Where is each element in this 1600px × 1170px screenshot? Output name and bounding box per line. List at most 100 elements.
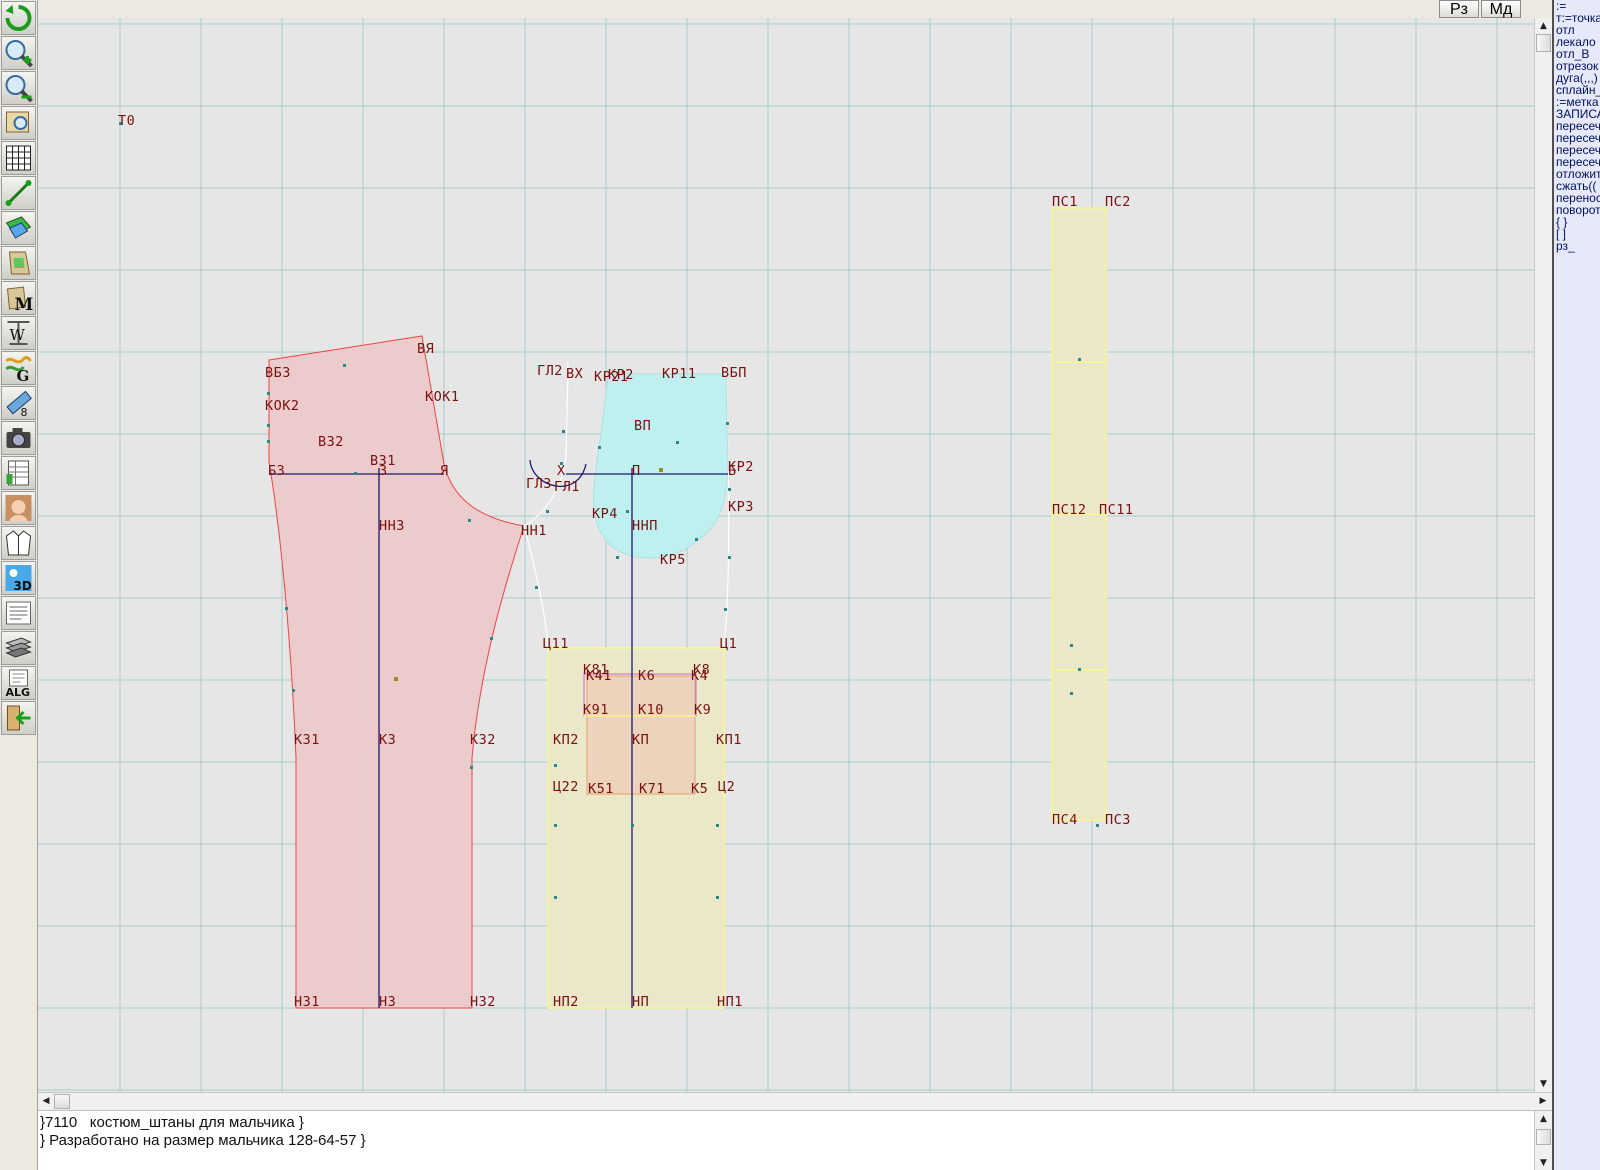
command-item[interactable]: пересеч [1556, 131, 1600, 145]
label-bya: ВЯ [417, 341, 434, 357]
label-ps1: ПС1 [1052, 194, 1078, 210]
line-tool-button[interactable] [1, 176, 36, 210]
alg-button[interactable]: ALG [1, 666, 36, 700]
console-line-2: } Разработано на размер мальчика 128-64-… [40, 1132, 366, 1149]
w-tool-icon: W [7, 321, 30, 345]
scroll-up-icon[interactable]: ▲ [1540, 21, 1547, 31]
console-scroll-thumb[interactable] [1536, 1129, 1551, 1145]
script-console[interactable]: }7110 костюм_штаны для мальчика } } Разр… [38, 1110, 1552, 1170]
label-kp2: КР2 [608, 367, 634, 383]
zoom-area-button[interactable] [1, 106, 36, 140]
label-ps11: ПС11 [1099, 502, 1134, 518]
md-button[interactable]: Мд [1481, 0, 1521, 18]
m-tool-button[interactable]: M [1, 281, 36, 315]
command-item[interactable]: т:=точка [1556, 11, 1600, 25]
command-item[interactable]: пересеч [1556, 119, 1600, 133]
text-doc-button[interactable] [1, 596, 36, 630]
command-item[interactable]: перенос [1556, 191, 1600, 205]
label-ps12: ПС12 [1052, 502, 1087, 518]
undo-button[interactable] [1, 1, 36, 35]
label-k71: К71 [639, 781, 665, 797]
command-panel: := т:=точка отл лекало отл_В отрезок дуг… [1552, 0, 1600, 1170]
command-item[interactable]: сжать(( [1556, 179, 1597, 193]
console-scroll-up-icon[interactable]: ▲ [1540, 1114, 1547, 1124]
zoom-in-button[interactable] [1, 36, 36, 70]
layers-button[interactable] [1, 211, 36, 245]
w-tool-button[interactable]: W [1, 316, 36, 350]
portrait-button[interactable] [1, 491, 36, 525]
line-tool-icon [5, 180, 32, 206]
svg-text:G: G [17, 367, 30, 383]
label-bbp: ВБП [721, 365, 747, 381]
label-b3: Б3 [268, 463, 285, 479]
label-kp5: КР5 [660, 552, 686, 568]
label-ts1: Ц1 [720, 636, 737, 652]
scroll-left-icon[interactable]: ◀ [42, 1096, 50, 1106]
library-button[interactable] [1, 631, 36, 665]
camera-button[interactable] [1, 421, 36, 455]
command-item[interactable]: :=метка [1556, 95, 1599, 109]
rz-button[interactable]: Рз [1439, 0, 1479, 18]
label-k32: К32 [470, 732, 496, 748]
label-ts2: Ц2 [718, 779, 735, 795]
command-item[interactable]: лекало [1556, 35, 1596, 49]
label-kp21: КР21 [594, 369, 629, 385]
command-item[interactable]: := [1556, 0, 1567, 13]
label-gl1: ГЛ1 [554, 479, 580, 495]
command-item[interactable]: пересеч [1556, 155, 1600, 169]
label-k4: К4 [691, 668, 708, 684]
label-ps4: ПС4 [1052, 812, 1078, 828]
command-item[interactable]: { } [1556, 215, 1568, 229]
label-gl3: ГЛ3 [526, 476, 552, 492]
vertical-scrollbar[interactable]: ▲ ▼ [1534, 18, 1552, 1092]
command-item[interactable]: ЗАПИСА [1556, 107, 1600, 121]
label-np2: НП2 [553, 994, 579, 1010]
scroll-down-icon[interactable]: ▼ [1540, 1079, 1547, 1089]
crotch-arc [529, 459, 587, 487]
exit-button[interactable] [1, 701, 36, 735]
horizontal-scrollbar[interactable]: ◀ ▶ [38, 1092, 1552, 1110]
label-kok2: КОК2 [265, 398, 300, 414]
command-item[interactable]: пересеч [1556, 143, 1600, 157]
scroll-right-icon[interactable]: ▶ [1539, 1096, 1547, 1106]
command-item[interactable]: рз_ [1556, 239, 1575, 253]
svg-text:8: 8 [21, 406, 28, 418]
label-n32: Н32 [470, 994, 496, 1010]
g-tool-button[interactable]: G [1, 351, 36, 385]
label-kp2b: КП2 [553, 732, 579, 748]
measure-button[interactable]: 8 [1, 386, 36, 420]
label-bb3: ВБ3 [265, 365, 291, 381]
console-scrollbar[interactable]: ▲ ▼ [1534, 1111, 1552, 1170]
command-item[interactable]: отрезок [1556, 59, 1599, 73]
label-k3: К3 [379, 732, 396, 748]
command-item[interactable]: отложит [1556, 167, 1600, 181]
label-z: З [379, 463, 388, 479]
command-item[interactable]: отл [1556, 23, 1575, 37]
command-item[interactable]: сплайн_ [1556, 83, 1600, 97]
label-n3: Н3 [379, 994, 396, 1010]
zoom-out-button[interactable] [1, 71, 36, 105]
label-kp3: КР3 [728, 499, 754, 515]
pattern-canvas[interactable]: Т0 ВБ3 ВЯ КОК2 КОК1 ВЗ2 ВЗ1 Б3 З Я НН3 Н… [38, 18, 1534, 1092]
measure-icon: 8 [6, 390, 32, 418]
command-item[interactable]: поворот [1556, 203, 1600, 217]
pattern-piece-button[interactable] [1, 246, 36, 280]
console-scroll-down-icon[interactable]: ▼ [1540, 1158, 1547, 1168]
command-item[interactable]: дуга(,,,) [1556, 71, 1598, 85]
label-b: Б [728, 463, 737, 479]
command-item[interactable]: [ ] [1556, 227, 1567, 241]
label-kp1: КП1 [716, 732, 742, 748]
3d-icon: 3D [5, 565, 32, 593]
jacket-button[interactable] [1, 526, 36, 560]
grid-button[interactable] [1, 141, 36, 175]
label-gl2: ГЛ2 [537, 363, 563, 379]
table-icon [6, 460, 29, 486]
3d-button[interactable]: 3D [1, 561, 36, 595]
label-ts11: Ц11 [543, 636, 569, 652]
table-button[interactable] [1, 456, 36, 490]
undo-icon [5, 5, 32, 31]
command-item[interactable]: отл_В [1556, 47, 1590, 61]
text-doc-icon [6, 601, 31, 625]
horizontal-scroll-thumb[interactable] [54, 1094, 70, 1109]
vertical-scroll-thumb[interactable] [1536, 34, 1551, 52]
